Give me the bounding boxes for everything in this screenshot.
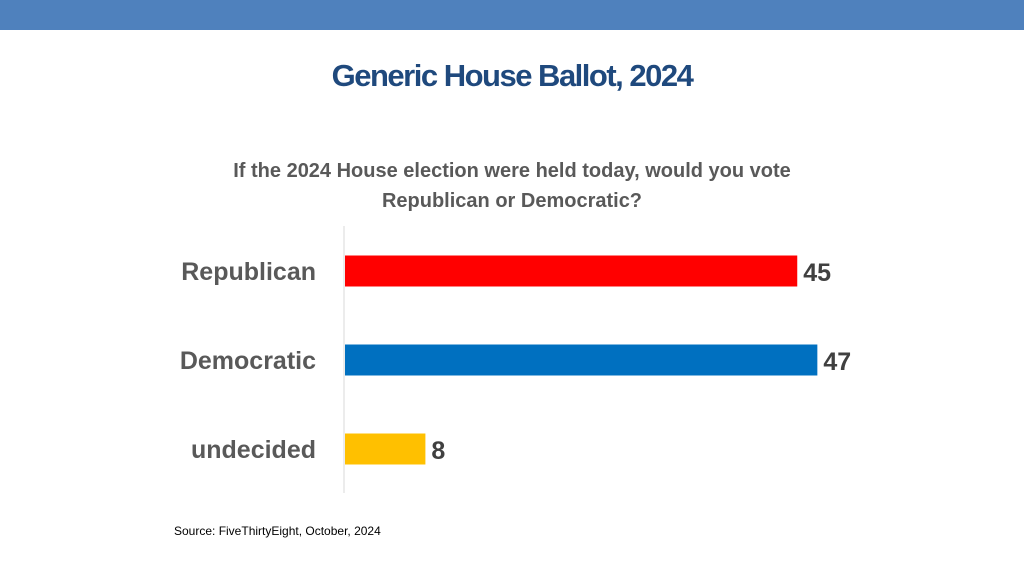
source-note: Source: FiveThirtyEight, October, 2024 <box>174 524 381 538</box>
category-label-democratic: Democratic <box>180 347 316 375</box>
top-banner <box>0 0 1024 30</box>
bar-republican <box>345 255 798 287</box>
bar-undecided <box>345 433 426 465</box>
chart-question: If the 2024 House election were held tod… <box>233 160 791 212</box>
data-label-undecided: 8 <box>431 437 445 465</box>
slide-title: Generic House Ballot, 2024 <box>331 58 694 93</box>
category-label-undecided: undecided <box>191 436 316 464</box>
bar-democratic <box>345 344 818 376</box>
data-label-republican: 45 <box>803 259 831 287</box>
category-label-republican: Republican <box>181 258 316 286</box>
data-label-democratic: 47 <box>823 348 851 376</box>
